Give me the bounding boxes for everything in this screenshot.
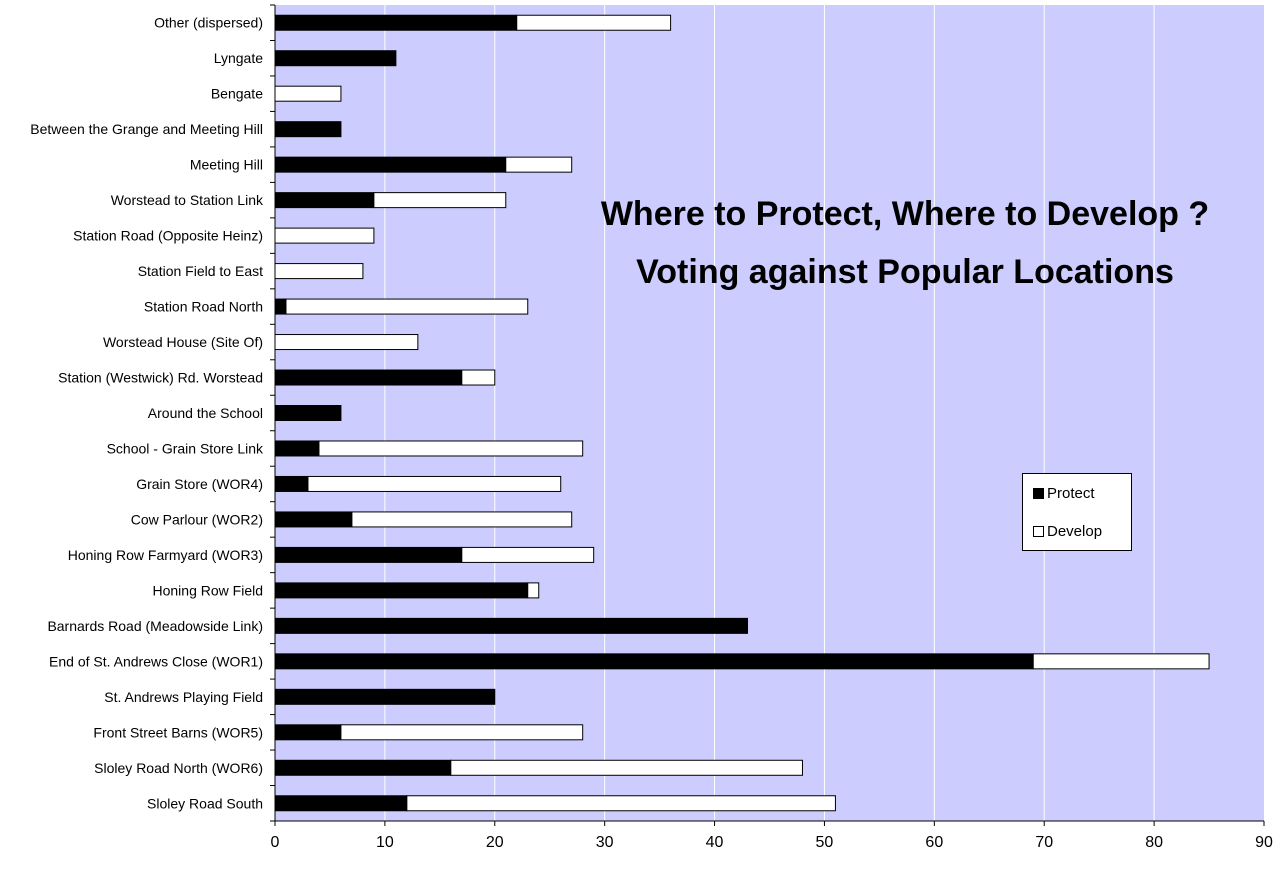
bar-develop-2 [274, 85, 342, 102]
bar-develop-6 [274, 227, 375, 244]
bar-protect-17 [274, 617, 749, 634]
x-tick-label-20: 20 [486, 834, 504, 851]
category-label: Station Field to East [138, 263, 263, 279]
bar-protect-18 [274, 653, 1034, 670]
bar-develop-8 [285, 298, 529, 315]
bar-protect-11 [274, 405, 342, 421]
bar-protect-1 [274, 50, 397, 67]
bar-protect-16 [274, 582, 529, 599]
bar-protect-19 [274, 688, 496, 705]
bar-develop-0 [516, 14, 672, 31]
x-tick-label-50: 50 [816, 834, 834, 851]
bar-develop-20 [340, 724, 584, 741]
category-label: Honing Row Field [153, 582, 264, 598]
category-label: Station Road North [144, 299, 263, 315]
category-label: St. Andrews Playing Field [104, 689, 263, 705]
x-tick-label-80: 80 [1145, 834, 1163, 851]
bar-protect-3 [274, 121, 342, 138]
bar-protect-8 [274, 298, 287, 315]
bar-develop-5 [373, 192, 507, 209]
bar-develop-13 [307, 475, 562, 492]
x-tick-label-40: 40 [706, 834, 724, 851]
bar-protect-13 [274, 475, 309, 492]
bars [274, 14, 1210, 812]
category-label: Sloley Road South [147, 795, 263, 811]
bar-protect-20 [274, 724, 342, 741]
x-tick-label-60: 60 [925, 834, 943, 851]
category-label: Worstead to Station Link [111, 192, 264, 208]
bar-protect-14 [274, 511, 353, 528]
plot-area [275, 5, 1264, 821]
category-label: Honing Row Farmyard (WOR3) [68, 547, 263, 563]
bar-develop-21 [450, 759, 803, 776]
legend-item-develop: Develop [1033, 523, 1102, 540]
bar-develop-4 [505, 156, 573, 173]
category-label: School - Grain Store Link [107, 440, 264, 456]
bar-develop-7 [274, 263, 364, 280]
x-tick-label-10: 10 [376, 834, 394, 851]
category-labels: Other (dispersed) Lyngate Bengate Between t… [30, 4, 275, 822]
x-tick-label-0: 0 [271, 834, 280, 851]
bar-protect-15 [274, 546, 463, 563]
bar-develop-16 [527, 582, 540, 599]
bar-protect-4 [274, 156, 507, 173]
category-label: Between the Grange and Meeting Hill [30, 121, 263, 137]
bar-develop-10 [461, 369, 496, 386]
category-label: Cow Parlour (WOR2) [131, 511, 263, 527]
legend-swatch-protect [1033, 488, 1044, 499]
bar-protect-10 [274, 369, 463, 386]
legend-item-protect: Protect [1033, 485, 1095, 502]
chart-subtitle: Voting against Popular Locations [636, 253, 1174, 291]
category-label: Around the School [148, 405, 263, 421]
category-label: Barnards Road (Meadowside Link) [47, 618, 263, 634]
bar-protect-12 [274, 440, 320, 457]
bar-protect-21 [274, 759, 452, 776]
legend-swatch-develop [1033, 526, 1044, 537]
x-tick-label-30: 30 [596, 834, 614, 851]
x-tick-label-90: 90 [1255, 834, 1273, 851]
bar-develop-15 [461, 546, 595, 563]
category-label: Station Road (Opposite Heinz) [73, 228, 263, 244]
category-label: Other (dispersed) [154, 15, 263, 31]
category-label: Lyngate [214, 50, 264, 66]
bar-protect-0 [274, 14, 518, 31]
category-label: Sloley Road North (WOR6) [94, 760, 263, 776]
bar-develop-18 [1032, 653, 1210, 670]
legend-label-protect: Protect [1047, 485, 1095, 502]
bar-develop-12 [318, 440, 584, 457]
bar-protect-22 [274, 795, 408, 812]
legend: Protect Develop [1022, 473, 1132, 551]
category-label: Worstead House (Site Of) [103, 334, 263, 350]
x-tick-label-70: 70 [1035, 834, 1053, 851]
bar-protect-5 [274, 192, 375, 209]
legend-label-develop: Develop [1047, 523, 1103, 540]
x-tick-labels: 0 10 20 30 40 50 60 70 80 90 [271, 821, 1273, 851]
bar-develop-22 [406, 795, 836, 812]
axes [274, 5, 1264, 822]
gridlines [384, 5, 1155, 821]
category-label: Bengate [211, 86, 263, 102]
bar-develop-14 [351, 511, 573, 528]
category-label: End of St. Andrews Close (WOR1) [49, 653, 263, 669]
category-label: Grain Store (WOR4) [136, 476, 263, 492]
category-label: Station (Westwick) Rd. Worstead [58, 370, 263, 386]
category-label: Front Street Barns (WOR5) [93, 724, 263, 740]
category-label: Meeting Hill [190, 157, 263, 173]
chart-title: Where to Protect, Where to Develop ? [600, 195, 1210, 233]
bar-develop-9 [274, 334, 419, 351]
